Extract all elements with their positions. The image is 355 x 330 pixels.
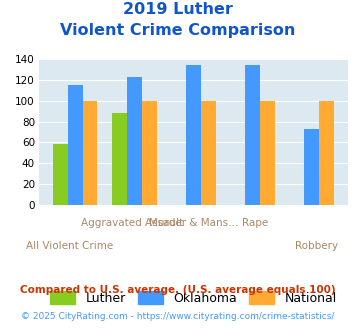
Bar: [260, 101, 275, 205]
Text: Aggravated Assault: Aggravated Assault: [81, 218, 183, 228]
Bar: [245, 65, 260, 205]
Text: Robbery: Robbery: [295, 241, 339, 251]
Bar: [83, 101, 97, 205]
Text: Murder & Mans...: Murder & Mans...: [149, 218, 238, 228]
Legend: Luther, Oklahoma, National: Luther, Oklahoma, National: [45, 286, 342, 310]
Text: © 2025 CityRating.com - https://www.cityrating.com/crime-statistics/: © 2025 CityRating.com - https://www.city…: [21, 312, 334, 321]
Bar: [186, 65, 201, 205]
Bar: [68, 85, 83, 205]
Bar: [304, 129, 319, 205]
Text: Compared to U.S. average. (U.S. average equals 100): Compared to U.S. average. (U.S. average …: [20, 285, 335, 295]
Bar: [142, 101, 157, 205]
Text: 2019 Luther: 2019 Luther: [122, 2, 233, 16]
Text: Rape: Rape: [242, 218, 268, 228]
Bar: [319, 101, 334, 205]
Bar: [201, 101, 215, 205]
Text: All Violent Crime: All Violent Crime: [26, 241, 114, 251]
Bar: [53, 145, 68, 205]
Text: Violent Crime Comparison: Violent Crime Comparison: [60, 23, 295, 38]
Bar: [112, 113, 127, 205]
Bar: [127, 77, 142, 205]
